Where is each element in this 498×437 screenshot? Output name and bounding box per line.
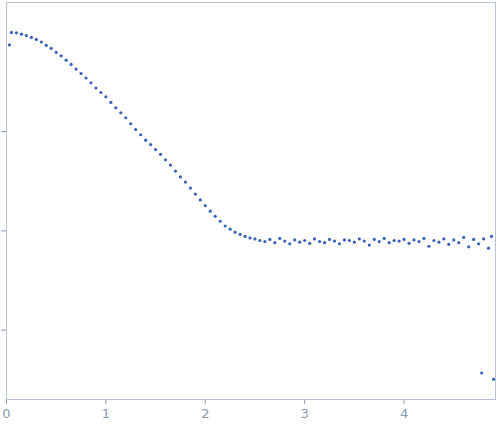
svg-text:1: 1 bbox=[102, 406, 110, 421]
svg-text:2: 2 bbox=[201, 406, 209, 421]
svg-text:4: 4 bbox=[400, 406, 408, 421]
svg-text:0: 0 bbox=[2, 406, 10, 421]
svg-text:3: 3 bbox=[301, 406, 309, 421]
